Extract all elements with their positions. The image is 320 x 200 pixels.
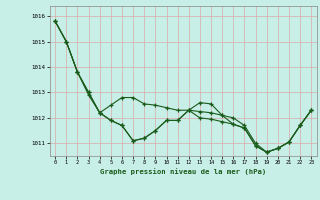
X-axis label: Graphe pression niveau de la mer (hPa): Graphe pression niveau de la mer (hPa)	[100, 168, 266, 175]
